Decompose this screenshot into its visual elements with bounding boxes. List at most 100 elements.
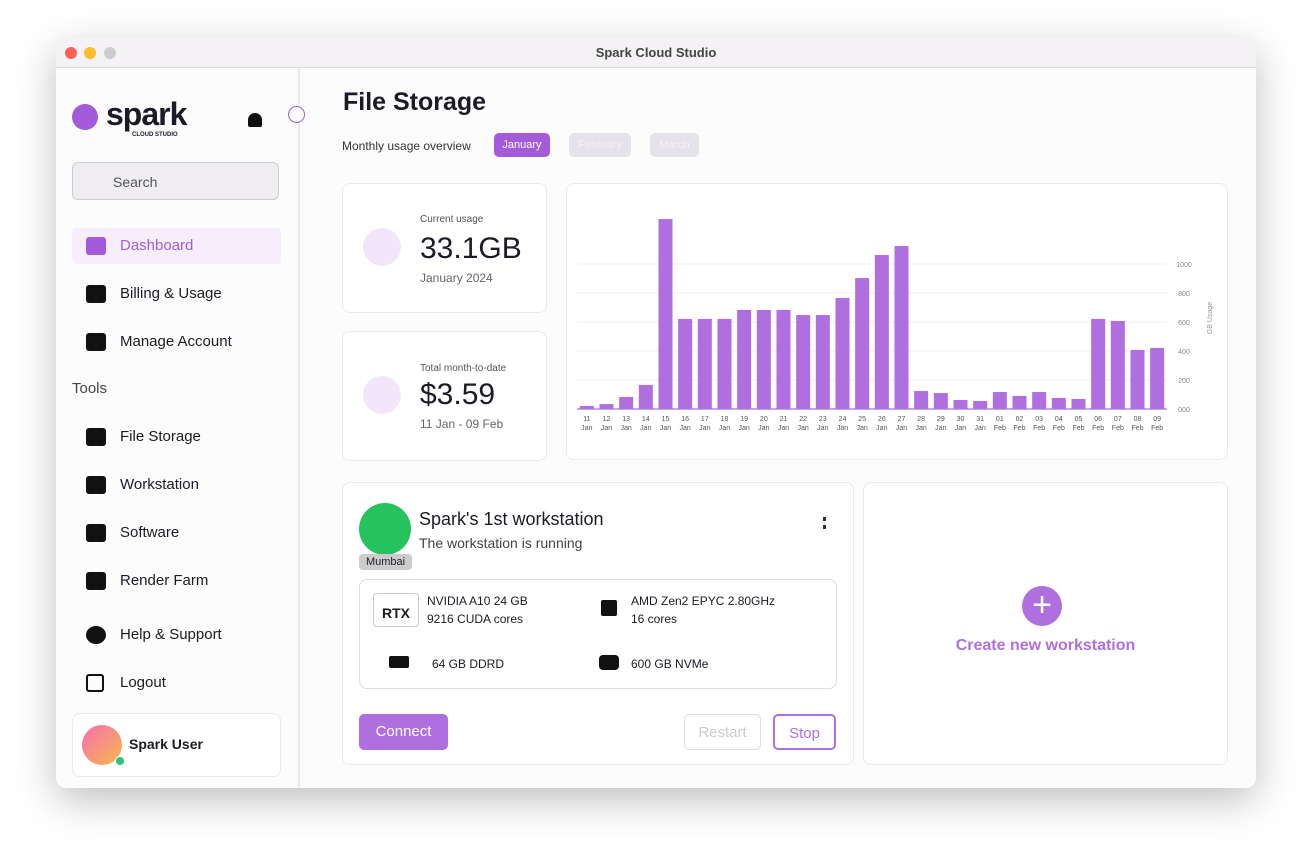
bar [1150,347,1165,409]
nav-label: Logout [120,674,166,691]
bar [619,396,634,409]
bar [737,309,752,409]
restart-button[interactable]: Restart [684,714,761,750]
ram-icon [389,656,409,668]
x-tick-month: Jan [739,425,750,432]
user-name: Spark User [129,736,203,752]
card-value: $3.59 [420,378,496,411]
x-tick-label: 14 [642,416,650,423]
nav-item[interactable]: Help & Support [72,617,281,653]
x-tick-month: Feb [1072,425,1084,432]
card-label: Current usage [420,214,484,225]
bar [855,278,870,409]
bar [1012,395,1027,409]
y-tick-label: 400 [1178,349,1190,356]
page-title: File Storage [343,88,487,116]
bar [599,404,614,409]
spec-text: NVIDIA A10 24 GB [427,594,528,608]
x-tick-label: 15 [662,416,670,423]
x-tick-month: Jan [975,425,986,432]
nav-item[interactable]: File Storage [72,419,281,455]
create-card[interactable]: + Create new workstation [863,482,1228,765]
cost-card: Total month-to-date $3.59 11 Jan - 09 Fe… [342,331,547,461]
status-icon [359,503,411,555]
x-tick-label: 30 [957,416,965,423]
bar [953,400,968,409]
month-tab[interactable]: February [569,133,631,157]
x-tick-label: 18 [721,416,729,423]
x-tick-month: Feb [994,425,1006,432]
user-card[interactable]: Spark User [72,713,281,777]
nav-item[interactable]: Manage Account [72,324,281,360]
notification-bell[interactable] [248,113,262,127]
x-tick-label: 21 [780,416,788,423]
zoom-button[interactable] [104,47,116,59]
x-tick-month: Jan [758,425,769,432]
x-tick-month: Jan [916,425,927,432]
bar [973,401,988,409]
month-tab[interactable]: January [494,133,550,157]
spec-text: 600 GB NVMe [631,657,709,671]
disk-icon [599,655,619,670]
nav-label: File Storage [120,428,201,445]
x-tick-label: 11 [583,416,590,423]
x-tick-label: 22 [799,416,807,423]
bar [1130,349,1145,409]
nav-item[interactable]: Render Farm [72,563,281,599]
more-menu[interactable] [823,517,829,529]
bar [756,309,771,409]
bar [697,318,712,409]
bar [1071,398,1086,409]
month-tab[interactable]: March [650,133,699,157]
x-tick-month: Jan [837,425,848,432]
bar [894,246,909,409]
x-tick-label: 24 [839,416,847,423]
x-tick-label: 01 [996,416,1004,423]
usage-icon [363,228,401,266]
bar [1051,397,1066,409]
bar [1110,320,1125,409]
spec-text: 64 GB DDRD [432,657,505,671]
x-tick-month: Jan [778,425,789,432]
nav-item[interactable]: Billing & Usage [72,276,281,312]
x-tick-label: 09 [1153,416,1161,423]
specs-box: RTX NVIDIA A10 24 GB 9216 CUDA cores AMD… [359,579,837,689]
cost-icon [363,376,401,414]
y-axis-label: GB Usage [1207,302,1214,334]
x-tick-label: 25 [858,416,866,423]
close-button[interactable] [65,47,77,59]
spec-text: 9216 CUDA cores [427,612,524,626]
x-tick-label: 23 [819,416,827,423]
card-value: 33.1GB [420,232,522,265]
logo-icon [72,104,98,130]
brand: spark [106,96,187,132]
gpu-badge: RTX [373,593,419,627]
nav-item[interactable]: Dashboard [72,228,281,264]
nav-label: Render Farm [120,572,209,589]
x-tick-month: Jan [660,425,671,432]
x-tick-label: 19 [740,416,748,423]
nav-label: Manage Account [120,333,232,350]
bar [835,297,850,409]
minimize-button[interactable] [84,47,96,59]
x-tick-month: Feb [1092,425,1104,432]
connect-button[interactable]: Connect [359,714,448,750]
workstation-name: Spark's 1st workstation [419,509,604,529]
bar [992,392,1007,409]
stop-button[interactable]: Stop [773,714,836,750]
x-tick-month: Feb [1053,425,1065,432]
nav-label: Help & Support [120,626,222,643]
nav-item[interactable]: Logout [72,665,281,701]
x-tick-label: 27 [898,416,906,423]
x-tick-label: 31 [976,416,984,423]
nav-item[interactable]: Workstation [72,467,281,503]
search-input[interactable]: Search [72,162,279,200]
bar [658,219,673,409]
spec-text: 16 cores [631,612,678,626]
x-tick-month: Jan [876,425,887,432]
nav-item[interactable]: Software [72,515,281,551]
x-tick-month: Jan [719,425,730,432]
collapse-button[interactable] [288,106,305,123]
nav-label: Software [120,524,180,541]
